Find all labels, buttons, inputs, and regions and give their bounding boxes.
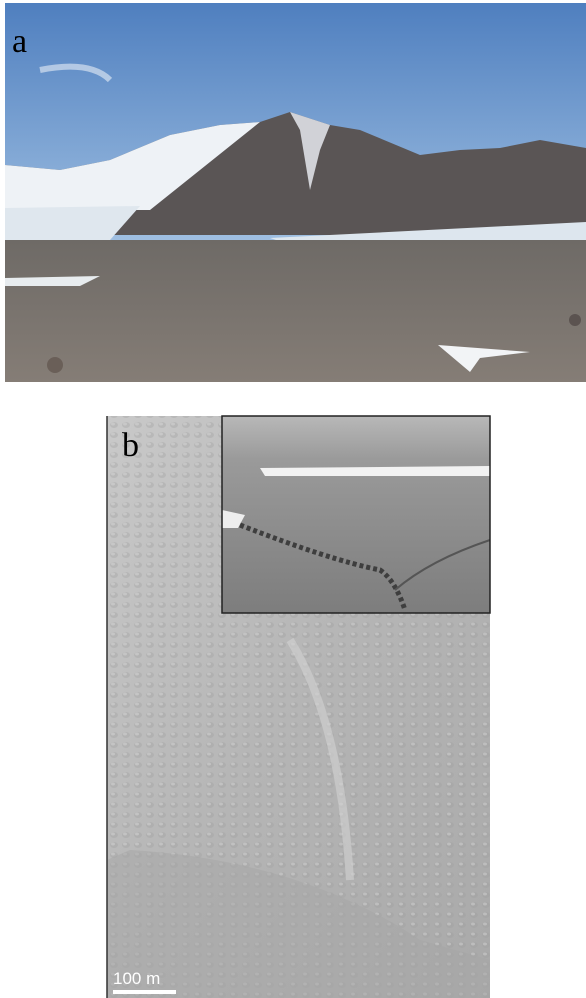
panel-label: a — [12, 23, 27, 60]
rock — [569, 314, 581, 326]
rock — [47, 357, 63, 373]
ground — [5, 240, 586, 382]
panel-label: b — [122, 427, 139, 464]
inset-photo — [222, 416, 490, 613]
panel-b: a b 100 m — [107, 416, 490, 998]
inset — [222, 416, 490, 613]
panel-a: a — [5, 3, 586, 382]
scale-label: 100 m — [113, 969, 160, 988]
figure: a a b 100 m — [0, 0, 586, 998]
